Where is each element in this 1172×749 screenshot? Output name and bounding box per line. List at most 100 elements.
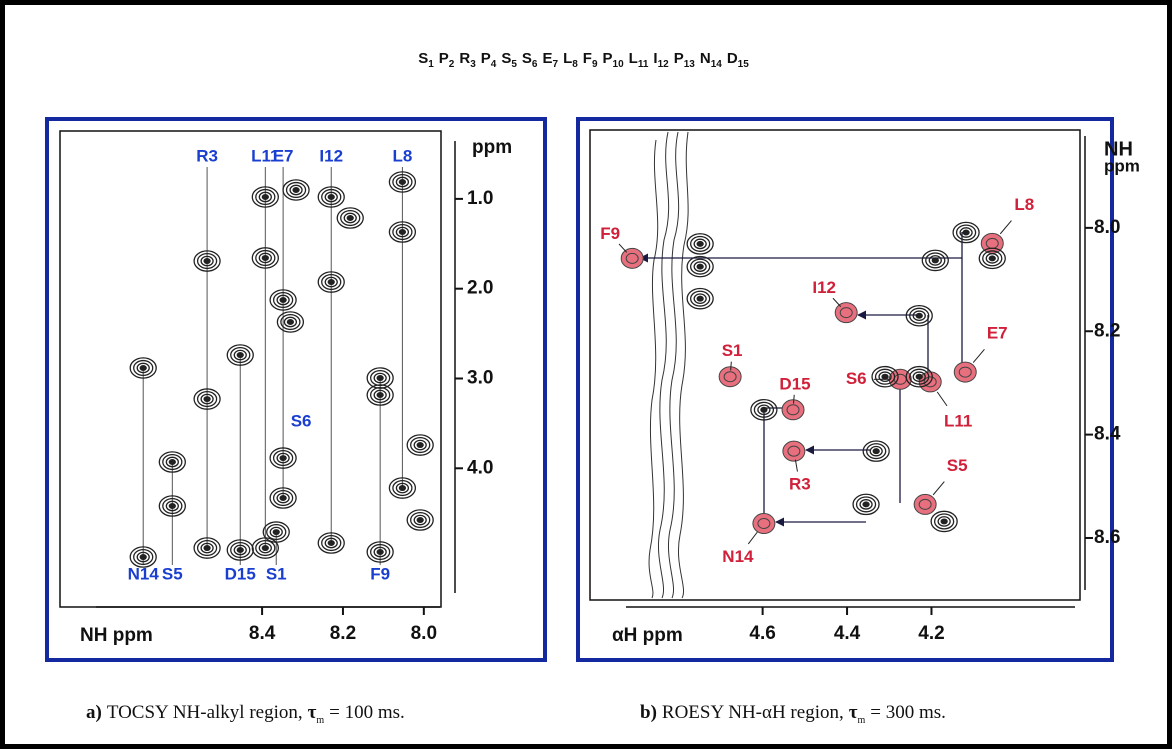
y-tick-label: 8.2 (1094, 320, 1120, 341)
peak (283, 180, 309, 200)
residue: D15 (727, 50, 749, 67)
assignment-label: S5 (162, 564, 183, 583)
contour (328, 541, 334, 546)
spectrum-frame (60, 131, 441, 607)
peak (318, 533, 344, 553)
peak (194, 389, 220, 409)
peak (159, 496, 185, 516)
contour (169, 504, 175, 509)
peak (194, 538, 220, 558)
residue-index: 15 (738, 59, 749, 70)
contour (237, 353, 243, 358)
peak-label: L8 (1014, 195, 1034, 214)
residue-letter: E (542, 50, 552, 67)
residue-index: 13 (684, 59, 695, 70)
spectrum-frame (590, 130, 1080, 600)
assignment-label: F9 (370, 564, 390, 583)
assignment-label: R3 (196, 146, 218, 165)
contour (873, 449, 879, 454)
peak (931, 511, 957, 531)
residue: L11 (629, 50, 649, 67)
peak (953, 222, 979, 242)
residue: L8 (563, 50, 578, 67)
residue-index: 4 (491, 59, 497, 70)
x-tick-label: 4.2 (918, 623, 944, 644)
residue: S5 (501, 50, 517, 67)
residue-letter: P (481, 50, 491, 67)
contour (262, 256, 268, 261)
contour (417, 518, 423, 523)
peak (159, 452, 185, 472)
residue-index: 12 (658, 59, 669, 70)
peak-label: E7 (987, 324, 1008, 343)
solvent-ridge (649, 132, 688, 598)
residue: F9 (583, 50, 598, 67)
peak-label: F9 (600, 224, 620, 243)
x-tick-label: 8.4 (249, 623, 276, 644)
peak (130, 547, 156, 567)
page: {"sequence": [{"residue": "S", "index": … (0, 0, 1172, 749)
peak (906, 306, 932, 326)
contour (204, 259, 210, 264)
peak (906, 367, 932, 387)
contour (273, 530, 279, 535)
outer-border (3, 3, 1170, 747)
peak (337, 208, 363, 228)
contour (916, 374, 922, 379)
assignment-label: S1 (266, 564, 287, 583)
assignment-label: D15 (225, 564, 256, 583)
x-axis-label: αH ppm (612, 625, 683, 646)
x-tick-label: 4.4 (834, 623, 861, 644)
residue: R3 (459, 50, 475, 67)
peak (687, 289, 713, 309)
peak (389, 478, 415, 498)
figure: 1.02.03.04.08.48.28.0NH ppmppmR3L11E7I12… (0, 0, 1172, 749)
y-tick-label: 8.0 (1094, 217, 1120, 238)
y-axis-label: ppm (1104, 156, 1140, 175)
caption-text: TOCSY NH-alkyl region, (107, 702, 303, 723)
residue-letter: P (439, 50, 449, 67)
label-pointer (1000, 221, 1011, 234)
peak-fill (621, 248, 643, 268)
residue: P10 (603, 50, 624, 67)
contour (697, 242, 703, 247)
contour (932, 258, 938, 263)
peak (922, 250, 948, 270)
peak (753, 514, 775, 534)
residue: P13 (674, 50, 695, 67)
label-pointer (937, 392, 947, 406)
label-pointer (794, 395, 795, 404)
peak (979, 248, 1005, 268)
residue-index: 5 (511, 59, 517, 70)
residue: I12 (653, 50, 668, 67)
peak (872, 367, 898, 387)
caption-subscript: m (858, 715, 866, 726)
caption: a)TOCSY NH-alkyl region,τm= 100 ms. (86, 702, 405, 726)
residue-letter: P (603, 50, 613, 67)
y-tick-label: 1.0 (467, 188, 493, 209)
peak-label: S1 (722, 341, 743, 360)
contour (280, 456, 286, 461)
peak (318, 272, 344, 292)
residue-letter: D (727, 50, 738, 67)
contour (280, 496, 286, 501)
peak (783, 441, 805, 461)
peak (914, 494, 936, 514)
residue-letter: N (700, 50, 711, 67)
contour (963, 230, 969, 235)
label-pointer (933, 482, 944, 495)
contour (916, 313, 922, 318)
peak-label: N14 (722, 547, 754, 566)
peak-label: S5 (947, 456, 968, 475)
contour (761, 407, 767, 412)
contour (328, 280, 334, 285)
x-tick-label: 8.2 (330, 623, 356, 644)
residue-letter: S (501, 50, 511, 67)
assignment-label: S6 (291, 412, 312, 431)
residue-letter: S (522, 50, 532, 67)
peak-fill (835, 303, 857, 323)
contour (204, 546, 210, 551)
peak (621, 248, 643, 268)
peak-fill (783, 441, 805, 461)
residue-index: 9 (592, 59, 598, 70)
